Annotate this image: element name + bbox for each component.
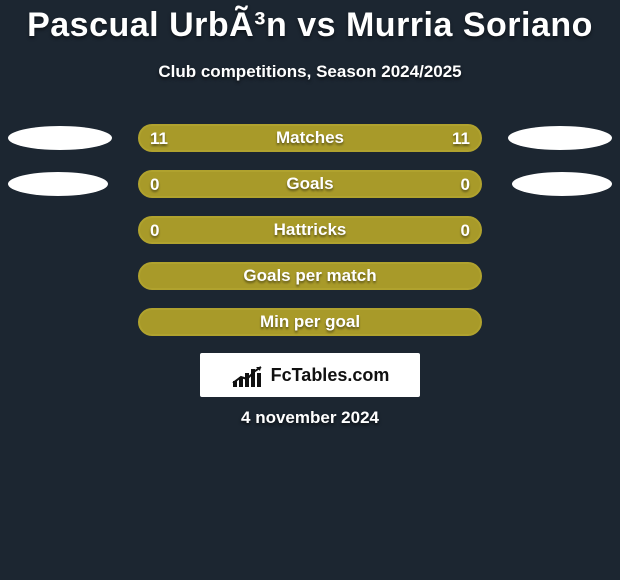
- stat-value-right: 0: [461, 175, 470, 195]
- subtitle: Club competitions, Season 2024/2025: [0, 62, 620, 82]
- date-label: 4 november 2024: [0, 408, 620, 428]
- stat-bar: Matches: [138, 124, 482, 152]
- logo-text: FcTables.com: [271, 365, 390, 386]
- stat-row: Matches11 11: [0, 124, 620, 154]
- stat-row: Min per goal: [0, 308, 620, 338]
- player-ellipse-right: [512, 172, 612, 196]
- stat-rows: Matches1111Goals00Hattricks00Goals per m…: [0, 124, 620, 354]
- player-ellipse-left: [8, 172, 108, 196]
- stat-value-left: 0: [150, 221, 159, 241]
- logo-chart-icon: [231, 363, 265, 387]
- stat-bar: Min per goal: [138, 308, 482, 336]
- stat-row: Goals per match: [0, 262, 620, 292]
- stat-bar: Goals: [138, 170, 482, 198]
- player-ellipse-left: [8, 126, 112, 150]
- stat-row: Hattricks0 0: [0, 216, 620, 246]
- stat-bar: Hattricks: [138, 216, 482, 244]
- stat-value-right: 0: [461, 221, 470, 241]
- stat-bar: Goals per match: [138, 262, 482, 290]
- logo-box: FcTables.com: [200, 353, 420, 397]
- stat-value-right: 11: [452, 129, 470, 149]
- stat-value-left: 0: [150, 175, 159, 195]
- logo: FcTables.com: [231, 363, 390, 387]
- stat-row: Goals0 0: [0, 170, 620, 200]
- page-title: Pascual UrbÃ³n vs Murria Soriano: [0, 6, 620, 45]
- player-ellipse-right: [508, 126, 612, 150]
- stat-value-left: 11: [150, 129, 168, 149]
